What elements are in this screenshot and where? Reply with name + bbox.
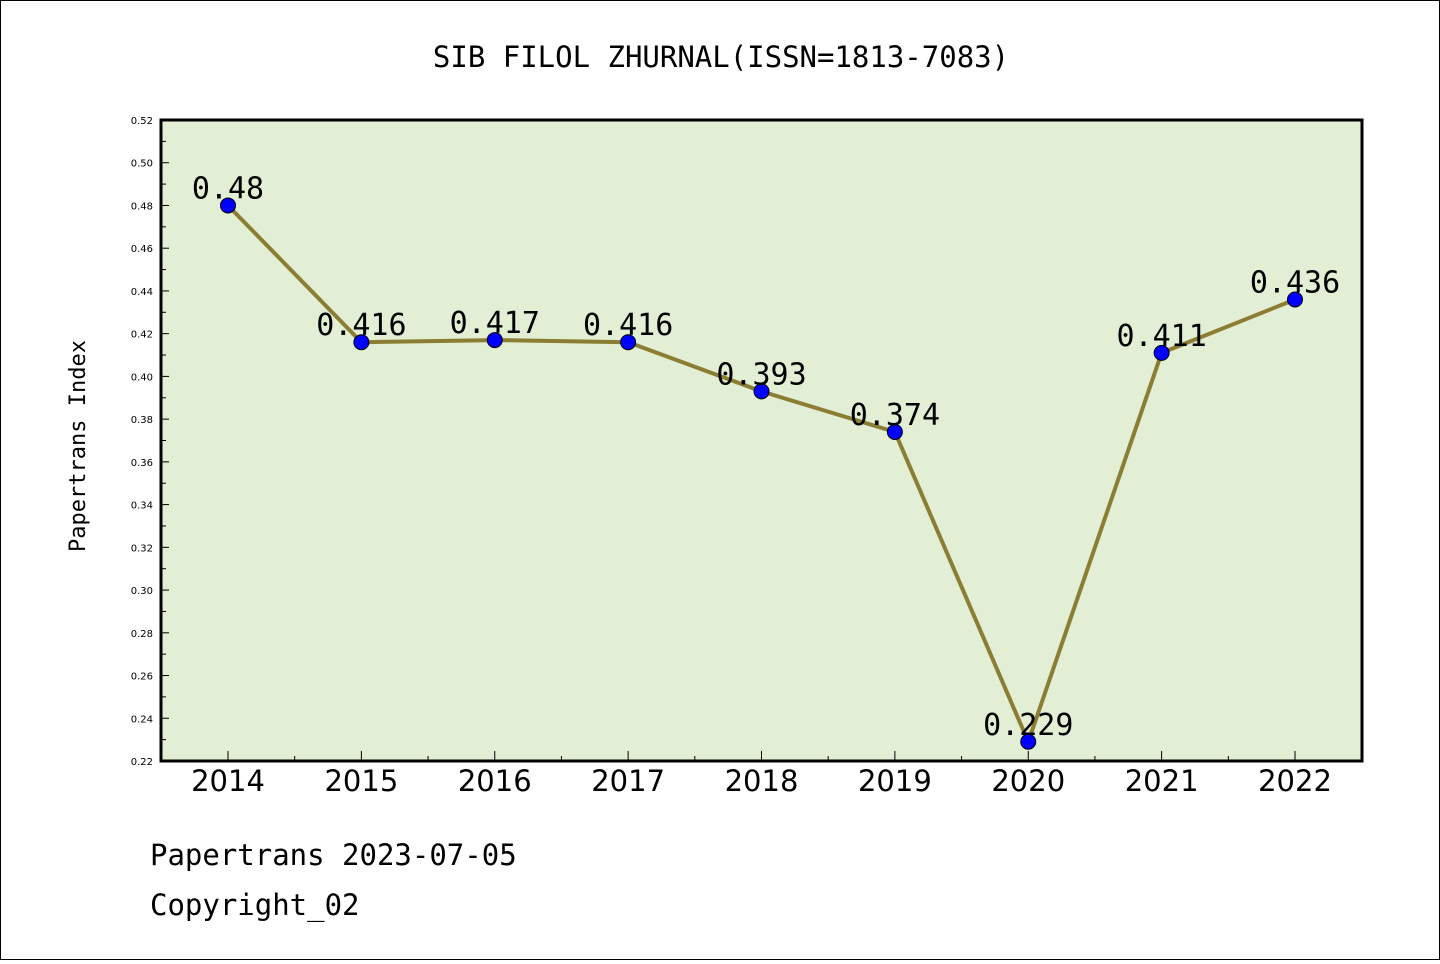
y-tick-label: 0.40: [131, 372, 153, 383]
y-tick-label: 0.48: [131, 201, 153, 212]
x-tick-label: 2015: [324, 764, 398, 798]
series-markers: [220, 197, 1303, 750]
data-point: [486, 332, 503, 349]
x-tick-label: 2022: [1258, 764, 1332, 798]
data-point: [620, 334, 637, 351]
data-label: 0.411: [1116, 319, 1206, 354]
data-label: 0.417: [450, 306, 540, 341]
data-point: [1020, 733, 1037, 750]
footer-copyright: Copyright_02: [150, 888, 360, 923]
y-axis-ticks: 0.22 0.24 0.26 0.28 0.30 0.32 0.34 0.36 0.38 0.40…: [131, 116, 169, 768]
data-point: [1153, 344, 1170, 361]
x-tick-label: 2016: [458, 764, 532, 798]
y-tick-label: 0.46: [131, 244, 153, 255]
x-tick-label: 2018: [725, 764, 799, 798]
y-tick-label: 0.26: [131, 672, 153, 683]
y-tick-label: 0.36: [131, 458, 153, 469]
data-label: 0.374: [850, 398, 940, 433]
y-tick-label: 0.32: [131, 543, 153, 554]
x-tick-label: 2020: [991, 764, 1065, 798]
data-labels: 0.48 0.416 0.417 0.416 0.393 0.374 0.229 0.411 0…: [192, 171, 1340, 742]
y-tick-label: 0.22: [131, 757, 153, 768]
x-tick-label: 2019: [858, 764, 932, 798]
x-tick-label: 2021: [1125, 764, 1199, 798]
y-tick-label: 0.28: [131, 629, 153, 640]
data-point: [353, 334, 370, 351]
footer-date: Papertrans 2023-07-05: [150, 838, 517, 872]
data-point: [753, 383, 770, 400]
data-point: [220, 197, 236, 214]
y-tick-label: 0.44: [131, 287, 153, 298]
data-point: [1287, 291, 1303, 308]
data-label: 0.393: [716, 357, 806, 392]
data-label: 0.48: [192, 171, 264, 206]
x-tick-label: 2017: [591, 764, 665, 798]
y-tick-label: 0.38: [131, 415, 153, 426]
data-label: 0.229: [983, 708, 1073, 743]
x-axis-ticks: 2014 2015 2016 2017 2018 2019 2020 2021 2022: [191, 751, 1332, 798]
y-tick-label: 0.52: [131, 116, 153, 127]
y-tick-label: 0.34: [131, 501, 153, 512]
chart-title: SIB FILOL ZHURNAL(ISSN=1813-7083): [433, 40, 1009, 74]
y-tick-label: 0.30: [131, 586, 153, 597]
y-tick-label: 0.42: [131, 330, 153, 341]
data-label: 0.416: [583, 308, 673, 343]
y-tick-label: 0.50: [131, 159, 153, 170]
plot-area: [159, 118, 1364, 763]
y-axis-label: Papertrans Index: [66, 340, 91, 552]
y-tick-label: 0.24: [131, 714, 153, 725]
data-point: [886, 423, 903, 440]
x-tick-label: 2014: [191, 764, 265, 798]
data-label: 0.436: [1250, 265, 1340, 300]
data-label: 0.416: [316, 308, 406, 343]
